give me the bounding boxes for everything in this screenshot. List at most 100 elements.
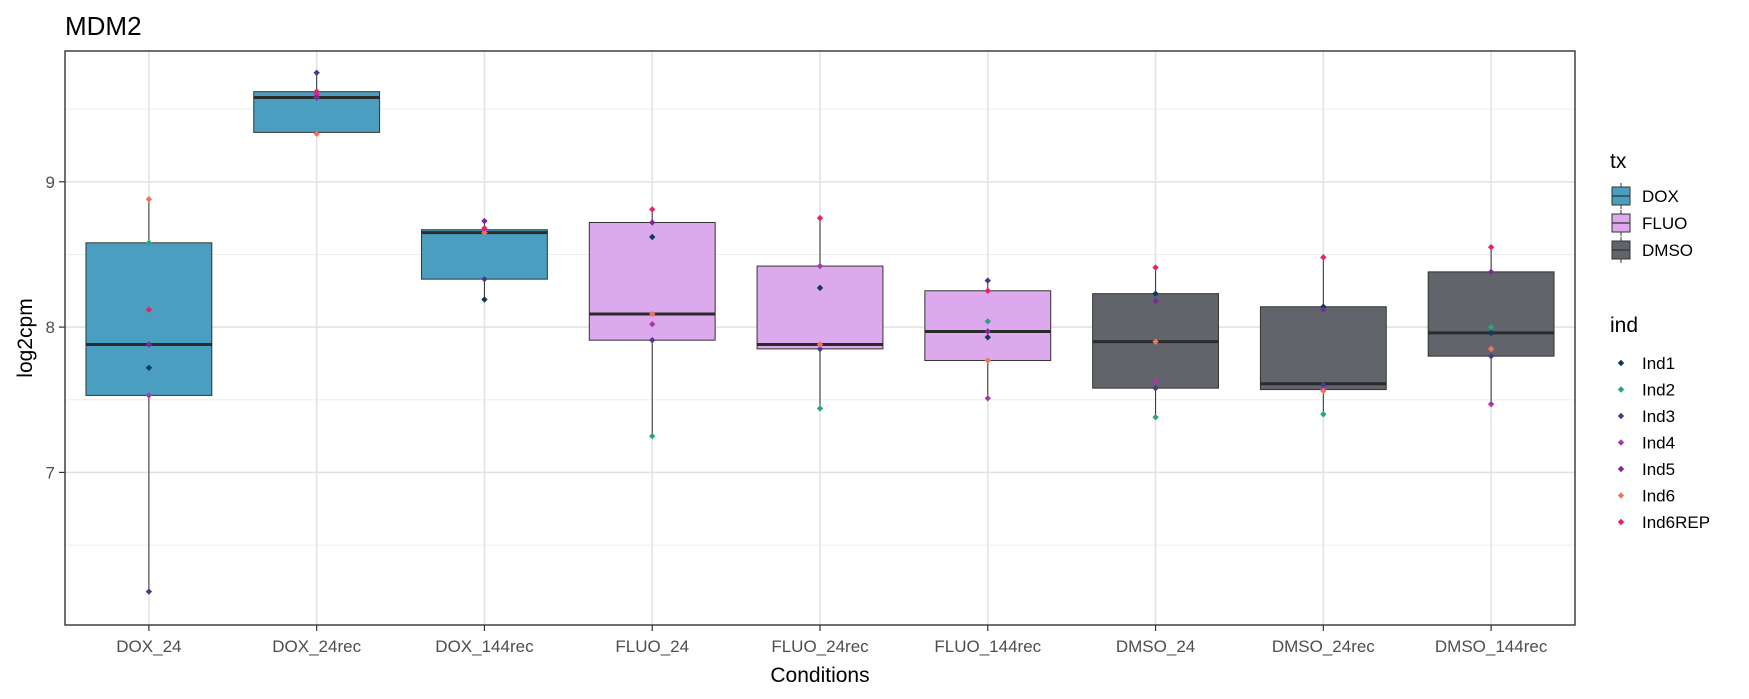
- legend-ind-key: [1617, 492, 1625, 499]
- point-Ind5: [145, 341, 153, 348]
- x-tick-label: DOX_144rec: [435, 637, 534, 656]
- legend-ind-key: [1617, 386, 1625, 393]
- point-Ind6REP: [816, 214, 824, 222]
- legend-ind-label: Ind2: [1642, 381, 1675, 400]
- point-Ind4: [984, 395, 991, 402]
- point-Ind6: [816, 341, 824, 348]
- y-axis: 7 8 9: [46, 173, 65, 482]
- legend-ind-label: Ind6: [1642, 487, 1675, 506]
- point-Ind6REP: [313, 88, 320, 95]
- y-tick-label: 8: [46, 318, 55, 337]
- point-Ind6: [1487, 345, 1495, 353]
- y-tick-label: 9: [46, 173, 55, 192]
- legend-tx-title: tx: [1610, 150, 1627, 173]
- point-Ind3: [145, 588, 153, 595]
- x-tick-label: DMSO_24rec: [1272, 637, 1375, 656]
- point-Ind6: [1320, 387, 1327, 395]
- y-tick-label: 7: [46, 463, 55, 482]
- x-tick-label: DOX_24: [116, 637, 181, 656]
- point-Ind6: [313, 130, 320, 138]
- point-Ind3: [984, 277, 991, 284]
- point-Ind5: [1152, 297, 1159, 305]
- point-Ind3: [649, 336, 656, 344]
- x-tick-label: DMSO_24: [1116, 637, 1195, 656]
- point-Ind3: [313, 69, 320, 76]
- x-tick-label: DMSO_144rec: [1435, 637, 1548, 656]
- box-DMSO_144rec: [1427, 271, 1555, 357]
- point-Ind1: [481, 296, 488, 303]
- point-Ind6REP: [984, 287, 991, 294]
- point-Ind6: [1152, 338, 1159, 345]
- point-Ind6REP: [649, 206, 656, 213]
- box-FLUO_144rec: [924, 290, 1052, 362]
- box-DOX_144rec: [421, 229, 548, 280]
- legend-tx-label: DOX: [1642, 187, 1679, 206]
- point-Ind1: [1487, 329, 1495, 337]
- point-Ind2: [649, 432, 656, 440]
- point-Ind5: [313, 94, 320, 101]
- point-Ind3: [1152, 384, 1159, 392]
- point-Ind6: [145, 196, 153, 203]
- chart-title: MDM2: [65, 11, 142, 41]
- point-Ind1: [649, 233, 656, 241]
- legend-ind-key: [1617, 439, 1625, 446]
- point-Ind6: [481, 229, 488, 236]
- point-Ind3: [1487, 352, 1495, 360]
- point-Ind1: [145, 364, 153, 371]
- point-Ind2: [984, 318, 991, 325]
- x-tick-label: FLUO_24: [615, 637, 689, 656]
- point-Ind2: [1320, 411, 1327, 418]
- x-axis-title: Conditions: [770, 664, 869, 687]
- point-Ind2: [816, 405, 824, 412]
- legend-ind-key: [1617, 465, 1625, 473]
- x-tick-label: FLUO_144rec: [934, 637, 1041, 656]
- x-tick-label: FLUO_24rec: [771, 637, 869, 656]
- point-Ind5: [984, 328, 991, 335]
- point-Ind6REP: [1152, 264, 1159, 271]
- point-Ind6REP: [481, 225, 488, 232]
- legend-ind-label: Ind3: [1642, 407, 1675, 426]
- point-Ind3: [481, 275, 488, 283]
- point-Ind1: [984, 334, 991, 341]
- point-Ind5: [1487, 268, 1495, 276]
- point-Ind6REP: [145, 306, 153, 313]
- box-DMSO_24rec: [1259, 306, 1387, 391]
- legend-ind-label: Ind5: [1642, 460, 1675, 479]
- point-Ind2: [1487, 323, 1495, 331]
- legend-ind-key: [1617, 412, 1625, 420]
- legend-ind-key: [1617, 359, 1625, 367]
- point-Ind6REP: [1487, 243, 1495, 251]
- legend-tx: tx DOX FLUO DMSO: [1610, 150, 1693, 263]
- box-FLUO_24rec: [756, 265, 884, 350]
- point-Ind4: [1487, 400, 1495, 408]
- point-Ind1: [816, 284, 824, 292]
- point-Ind1: [1152, 290, 1159, 297]
- point-Ind6: [984, 357, 991, 364]
- point-Ind4: [649, 320, 656, 328]
- point-Ind4: [816, 262, 824, 270]
- x-tick-label: DOX_24rec: [272, 637, 361, 656]
- points-layer: [145, 69, 1495, 595]
- point-Ind5: [1320, 306, 1327, 313]
- point-Ind2: [1152, 413, 1159, 421]
- point-Ind3: [1320, 382, 1327, 389]
- legend-ind-title: ind: [1610, 314, 1638, 337]
- point-Ind4: [1152, 377, 1159, 385]
- point-Ind6: [649, 310, 656, 318]
- x-axis: DOX_24 DOX_24rec DOX_144rec FLUO_24 FLUO_24r…: [116, 625, 1548, 656]
- legend-ind-label: Ind4: [1642, 434, 1675, 453]
- point-Ind5: [649, 219, 656, 226]
- y-axis-title: log2cpm: [14, 298, 37, 377]
- legend-ind-label: Ind1: [1642, 354, 1675, 373]
- legend-ind-key: [1617, 518, 1625, 526]
- point-Ind5: [481, 217, 488, 225]
- point-Ind4: [145, 392, 153, 399]
- point-Ind3: [816, 345, 824, 353]
- legend-tx-label: FLUO: [1642, 214, 1687, 233]
- legend-ind-label: Ind6REP: [1642, 513, 1710, 532]
- point-Ind2: [145, 239, 153, 247]
- point-Ind6REP: [1320, 254, 1327, 261]
- box-DOX_24: [85, 242, 213, 396]
